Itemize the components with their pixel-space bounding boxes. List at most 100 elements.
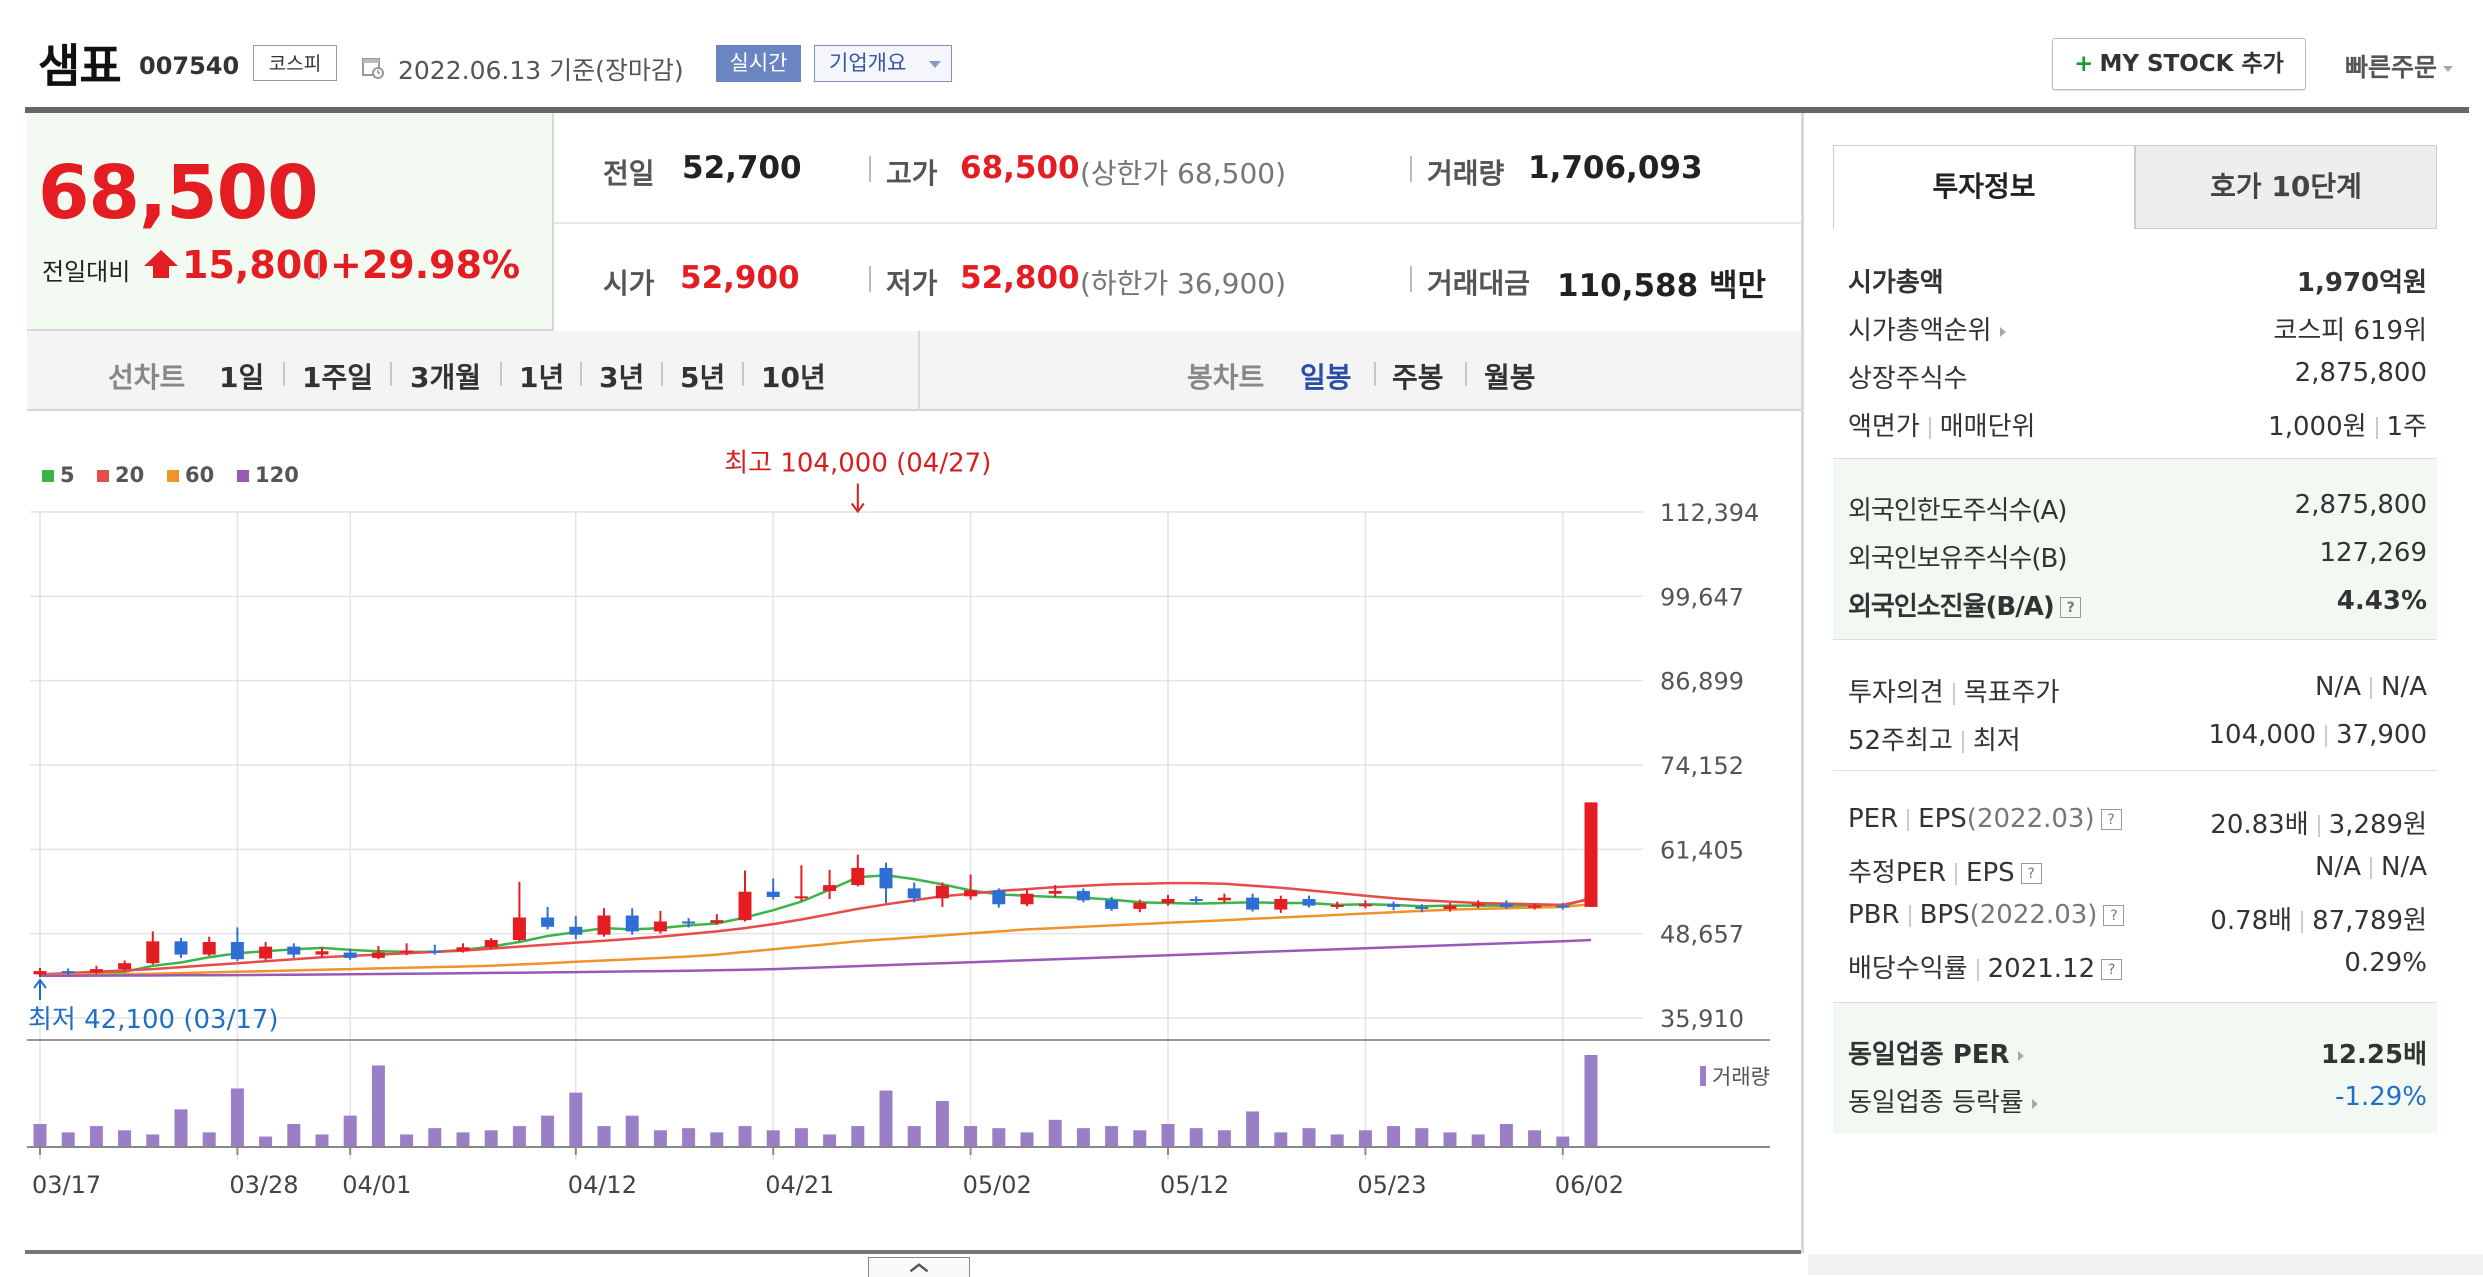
market-cap-rank-link[interactable]: 시가총액순위 bbox=[1848, 310, 2006, 347]
low-value: 52,800 bbox=[960, 260, 1080, 296]
volume-bar bbox=[33, 1124, 47, 1147]
add-my-stock-button[interactable]: + MY STOCK 추가 bbox=[2052, 38, 2306, 90]
tab-1week[interactable]: 1주일 bbox=[302, 361, 374, 394]
tab-daily-candle[interactable]: 일봉 bbox=[1300, 361, 1352, 394]
candle-body bbox=[343, 952, 357, 958]
candle-body bbox=[1048, 891, 1062, 894]
separator bbox=[1410, 266, 1412, 292]
x-tick-label: 03/28 bbox=[229, 1171, 298, 1199]
add-my-stock-label: MY STOCK 추가 bbox=[2099, 51, 2284, 77]
pbr-label: PBR bbox=[1848, 900, 1900, 930]
tab-3year[interactable]: 3년 bbox=[599, 361, 645, 394]
tab-3month[interactable]: 3개월 bbox=[410, 361, 482, 394]
volume-bar bbox=[597, 1126, 611, 1147]
divider bbox=[1833, 639, 2437, 640]
moving-average-60 bbox=[39, 903, 1592, 977]
tab-10year[interactable]: 10년 bbox=[761, 361, 826, 394]
realtime-button[interactable]: 실시간 bbox=[716, 45, 801, 82]
dividend-year: 2021.12 bbox=[1987, 954, 2096, 984]
candle-body bbox=[89, 969, 103, 973]
volume-bar bbox=[484, 1130, 498, 1147]
volume-bar bbox=[738, 1126, 752, 1147]
tab-monthly-candle[interactable]: 월봉 bbox=[1484, 361, 1536, 394]
sector-rate-value: -1.29% bbox=[2335, 1082, 2427, 1112]
volume-bar bbox=[1415, 1128, 1429, 1147]
tab-invest-info[interactable]: 투자정보 bbox=[1833, 145, 2135, 229]
target-price-value: N/A bbox=[2381, 672, 2427, 702]
dividend-value: 0.29% bbox=[2344, 948, 2427, 978]
candle-body bbox=[1387, 904, 1401, 907]
est-per-value: N/A bbox=[2315, 852, 2361, 882]
trade-unit-label: 매매단위 bbox=[1939, 412, 2036, 442]
per-date: (2022.03) bbox=[1966, 804, 2095, 834]
volume-bar bbox=[1443, 1132, 1457, 1147]
quick-order-dropdown[interactable]: 빠른주문 bbox=[2345, 48, 2454, 84]
volume-bar bbox=[823, 1134, 837, 1147]
min-price-annotation: 최저 42,100 (03/17) bbox=[28, 1005, 279, 1035]
tab-1year[interactable]: 1년 bbox=[519, 361, 565, 394]
volume-bar bbox=[710, 1132, 724, 1147]
company-overview-dropdown[interactable]: 기업개요 bbox=[814, 45, 952, 82]
help-icon[interactable]: ? bbox=[2059, 597, 2081, 618]
separator bbox=[2325, 724, 2328, 747]
volume-bar bbox=[456, 1132, 470, 1147]
line-chart-label: 선차트 bbox=[108, 361, 186, 394]
candle-body bbox=[1189, 898, 1203, 901]
foreign-ratio-value: 4.43% bbox=[2336, 586, 2427, 616]
foreign-ratio-label: 외국인소진율(B/A) bbox=[1848, 592, 2055, 622]
candle-body bbox=[1133, 902, 1147, 909]
candlestick-chart[interactable]: 5 20 60 120 112,394 99,647 86,899 74,152 61,405… bbox=[0, 420, 1800, 1248]
separator bbox=[1907, 808, 1910, 831]
par-value-row-label: 액면가 매매단위 bbox=[1848, 406, 2035, 443]
separator bbox=[2301, 910, 2304, 933]
calendar-icon bbox=[362, 58, 384, 79]
y-tick-label: 48,657 bbox=[1660, 921, 1744, 949]
x-tick-label: 04/12 bbox=[568, 1171, 637, 1199]
volume-bar bbox=[1217, 1130, 1231, 1147]
volume-bar bbox=[1302, 1128, 1316, 1147]
pbr-value: 0.78배 bbox=[2210, 906, 2293, 936]
open-value: 52,900 bbox=[680, 260, 800, 296]
volume-bar bbox=[371, 1065, 385, 1147]
candle-body bbox=[146, 941, 160, 964]
help-icon[interactable]: ? bbox=[2103, 905, 2125, 926]
volume-bar bbox=[259, 1136, 273, 1147]
upper-limit-text: (상한가 68,500) bbox=[1080, 157, 1287, 190]
x-tick-label: 05/23 bbox=[1357, 1171, 1426, 1199]
legend-swatch-60 bbox=[167, 470, 179, 482]
separator bbox=[1976, 958, 1979, 981]
separator bbox=[2375, 416, 2378, 439]
help-icon[interactable]: ? bbox=[2101, 959, 2123, 980]
base-date: 2022.06.13 기준(장마감) bbox=[398, 56, 684, 85]
candle-body bbox=[202, 941, 216, 955]
separator bbox=[1961, 730, 1964, 753]
est-per-row-value: N/A N/A bbox=[2315, 852, 2427, 882]
est-eps-label: EPS bbox=[1966, 858, 2015, 888]
sector-per-link[interactable]: 동일업종 PER bbox=[1848, 1034, 2024, 1071]
candle-body bbox=[456, 947, 470, 952]
volume-bar bbox=[343, 1115, 357, 1147]
candle-body bbox=[118, 963, 132, 970]
volume-bar bbox=[935, 1101, 949, 1147]
market-cap-rank-label: 시가총액순위 bbox=[1848, 316, 1992, 346]
tab-1day[interactable]: 1일 bbox=[219, 361, 265, 394]
separator bbox=[283, 362, 285, 386]
tab-weekly-candle[interactable]: 주봉 bbox=[1392, 361, 1444, 394]
tab-5year[interactable]: 5년 bbox=[680, 361, 726, 394]
collapse-chart-button[interactable] bbox=[868, 1257, 970, 1277]
candle-body bbox=[1217, 897, 1231, 901]
legend-label-60: 60 bbox=[185, 463, 214, 487]
week52-high-label: 52주최고 bbox=[1848, 726, 1953, 756]
volume-bar bbox=[1020, 1132, 1034, 1147]
volume-bar bbox=[1076, 1128, 1090, 1147]
volume-bar bbox=[1358, 1130, 1372, 1147]
sector-rate-link[interactable]: 동일업종 등락률 bbox=[1848, 1082, 2038, 1119]
help-icon[interactable]: ? bbox=[2020, 863, 2042, 884]
tab-order-book[interactable]: 호가 10단계 bbox=[2135, 145, 2437, 229]
target-price-label: 목표주가 bbox=[1963, 678, 2060, 708]
volume-bar bbox=[1528, 1130, 1542, 1147]
help-icon[interactable]: ? bbox=[2100, 809, 2122, 830]
change-label: 전일대비 bbox=[42, 258, 131, 286]
opinion-row-label: 투자의견 목표주가 bbox=[1848, 672, 2059, 709]
x-tick-label: 05/02 bbox=[963, 1171, 1032, 1199]
